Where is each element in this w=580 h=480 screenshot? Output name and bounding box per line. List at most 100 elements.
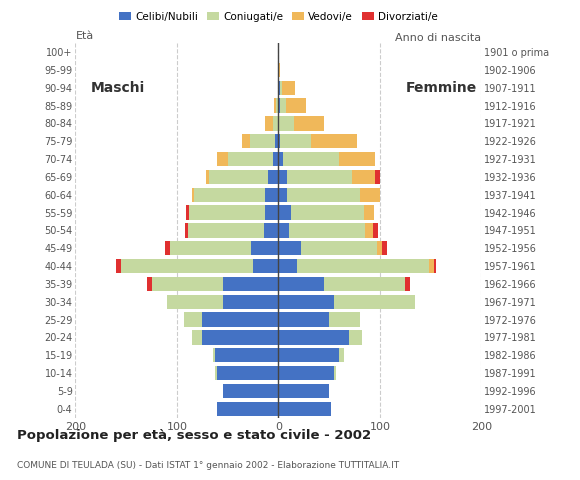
Bar (278, 63, 280, 77)
Bar (293, 116, 324, 131)
Bar (223, 277, 278, 291)
Bar (194, 188, 265, 202)
Bar (206, 170, 209, 184)
Bar (288, 223, 365, 238)
Bar (278, 205, 291, 220)
Bar (202, 312, 278, 327)
Bar (192, 188, 194, 202)
Bar (218, 402, 278, 416)
Bar (360, 188, 380, 202)
Bar (278, 366, 334, 380)
Bar (278, 384, 329, 398)
Bar (339, 348, 345, 362)
Bar (284, 152, 339, 166)
Text: Età: Età (75, 31, 93, 41)
Bar (282, 81, 295, 95)
Bar (218, 366, 278, 380)
Bar (209, 170, 268, 184)
Bar (296, 259, 429, 273)
Bar (274, 98, 276, 113)
Bar (276, 134, 278, 148)
Bar (278, 81, 280, 95)
Bar (287, 188, 360, 202)
Bar (365, 223, 373, 238)
Bar (364, 205, 374, 220)
Bar (405, 277, 410, 291)
Text: Popolazione per età, sesso e stato civile - 2002: Popolazione per età, sesso e stato civil… (17, 429, 372, 442)
Bar (151, 277, 223, 291)
Bar (280, 81, 282, 95)
Bar (278, 116, 293, 131)
Bar (188, 223, 264, 238)
Bar (334, 366, 336, 380)
Bar (273, 116, 278, 131)
Bar (242, 134, 250, 148)
Bar (434, 259, 436, 273)
Bar (189, 205, 265, 220)
Bar (185, 223, 188, 238)
Bar (429, 259, 434, 273)
Bar (334, 295, 415, 309)
Bar (278, 223, 288, 238)
Text: Maschi: Maschi (90, 81, 145, 95)
Bar (353, 170, 375, 184)
Bar (329, 312, 360, 327)
Bar (278, 259, 296, 273)
Bar (147, 277, 151, 291)
Bar (227, 152, 273, 166)
Bar (278, 277, 324, 291)
Bar (250, 134, 276, 148)
Bar (377, 241, 382, 255)
Bar (276, 98, 278, 113)
Bar (253, 259, 278, 273)
Bar (278, 312, 329, 327)
Bar (278, 330, 349, 345)
Bar (339, 152, 375, 166)
Bar (170, 241, 251, 255)
Bar (215, 366, 218, 380)
Text: Femmine: Femmine (405, 81, 477, 95)
Bar (278, 348, 339, 362)
Bar (278, 170, 287, 184)
Bar (213, 348, 215, 362)
Bar (116, 259, 121, 273)
Bar (280, 134, 311, 148)
Bar (278, 188, 287, 202)
Bar (311, 134, 357, 148)
Legend: Celibi/Nubili, Coniugati/e, Vedovi/e, Divorziati/e: Celibi/Nubili, Coniugati/e, Vedovi/e, Di… (115, 8, 442, 26)
Bar (215, 348, 278, 362)
Bar (265, 188, 278, 202)
Bar (382, 241, 387, 255)
Bar (278, 402, 331, 416)
Bar (184, 312, 202, 327)
Bar (324, 277, 405, 291)
Bar (218, 152, 227, 166)
Bar (278, 98, 280, 113)
Bar (278, 152, 284, 166)
Bar (273, 152, 278, 166)
Bar (278, 241, 300, 255)
Bar (165, 241, 170, 255)
Bar (373, 223, 378, 238)
Bar (291, 205, 364, 220)
Text: COMUNE DI TEULADA (SU) - Dati ISTAT 1° gennaio 2002 - Elaborazione TUTTITALIA.IT: COMUNE DI TEULADA (SU) - Dati ISTAT 1° g… (17, 461, 400, 470)
Bar (278, 134, 280, 148)
Bar (349, 330, 362, 345)
Bar (375, 170, 380, 184)
Bar (280, 98, 285, 113)
Bar (121, 259, 253, 273)
Bar (202, 330, 278, 345)
Bar (265, 116, 273, 131)
Bar (166, 295, 223, 309)
Bar (192, 330, 202, 345)
Bar (300, 241, 377, 255)
Bar (268, 170, 278, 184)
Bar (223, 384, 278, 398)
Bar (278, 295, 334, 309)
Text: Anno di nascita: Anno di nascita (396, 33, 481, 43)
Bar (251, 241, 278, 255)
Bar (285, 98, 306, 113)
Bar (223, 295, 278, 309)
Bar (287, 170, 353, 184)
Bar (264, 223, 278, 238)
